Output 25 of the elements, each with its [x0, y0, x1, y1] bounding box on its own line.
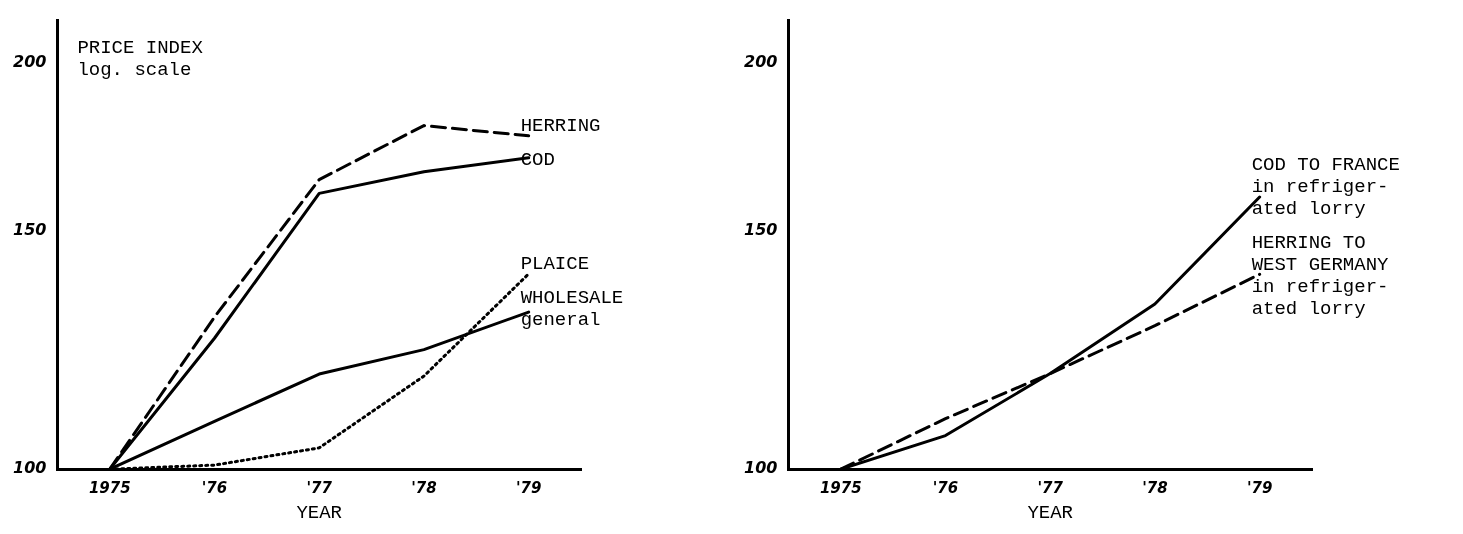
- x-tick-label: '79: [515, 479, 542, 498]
- x-tick-label: '77: [1037, 479, 1064, 498]
- x-tick-label: 1975: [819, 479, 862, 498]
- y-axis-title: PRICE INDEX log. scale: [77, 36, 204, 81]
- series-label: PLAICE: [520, 252, 590, 275]
- x-tick-label: '78: [411, 479, 437, 498]
- y-tick-label: 100: [12, 458, 47, 478]
- y-tick-label: 100: [743, 458, 778, 478]
- x-axis-title: YEAR: [296, 501, 342, 524]
- y-tick-label: 200: [743, 51, 778, 71]
- x-tick-label: '76: [201, 479, 228, 498]
- x-tick-label: '79: [1246, 479, 1273, 498]
- y-tick-label: 150: [12, 220, 47, 240]
- series-label: COD: [520, 148, 555, 171]
- x-tick-label: '76: [932, 479, 959, 498]
- y-tick-label: 200: [12, 51, 47, 71]
- x-tick-label: '77: [306, 479, 333, 498]
- series-label: COD TO FRANCE in refriger- ated lorry: [1251, 154, 1400, 221]
- series-label: WHOLESALE general: [520, 286, 624, 331]
- x-axis-title: YEAR: [1027, 501, 1073, 524]
- y-tick-label: 150: [743, 220, 778, 240]
- x-tick-label: 1975: [88, 479, 131, 498]
- series-label: HERRING: [520, 114, 601, 137]
- series-label: HERRING TO WEST GERMANY in refriger- ated lorry: [1251, 232, 1390, 321]
- x-tick-label: '78: [1142, 479, 1168, 498]
